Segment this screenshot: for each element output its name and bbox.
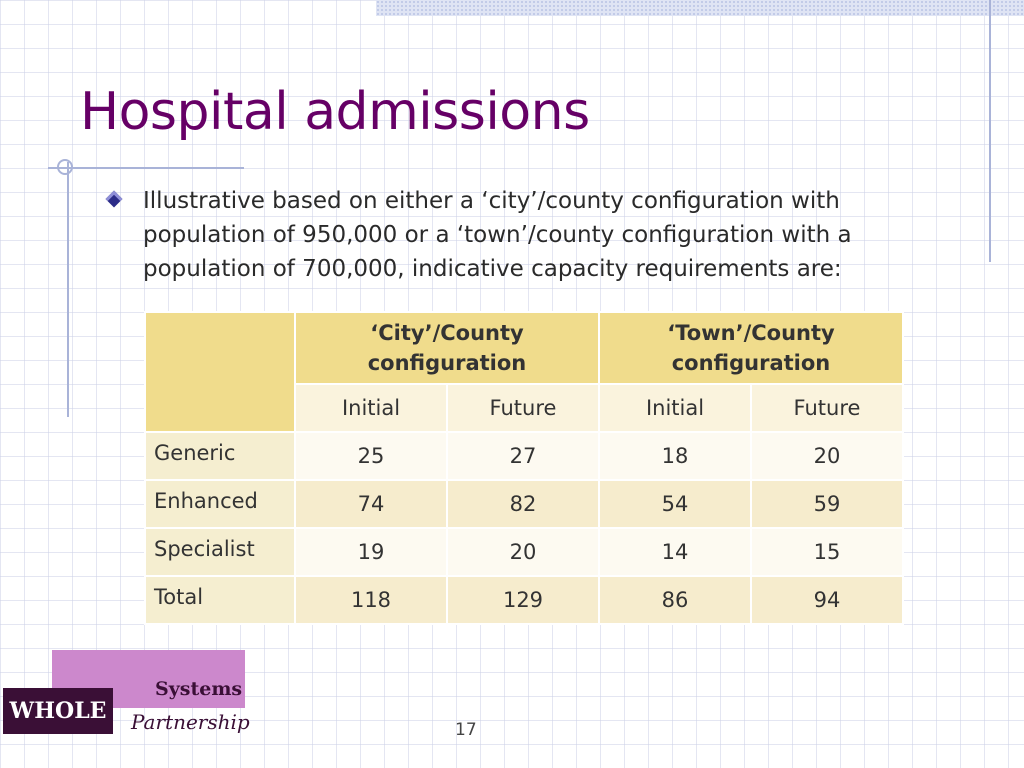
table-corner-cell [144,311,296,433]
sub-header-town-future: Future [750,383,904,433]
table-cell: 54 [598,479,752,529]
table-row: Total 118 129 86 94 [144,575,904,625]
table-cell: 27 [446,431,600,481]
table-cell: 15 [750,527,904,577]
sub-header-city-future: Future [446,383,600,433]
table-cell: 14 [598,527,752,577]
row-label-enhanced: Enhanced [144,479,296,529]
table-cell: 74 [294,479,448,529]
table-cell: 82 [446,479,600,529]
table-cell: 94 [750,575,904,625]
sub-header-town-initial: Initial [598,383,752,433]
diamond-bullet-icon [105,190,123,208]
top-decorative-band [376,0,1024,16]
capacity-table: ‘City’/County configuration ‘Town’/Count… [144,311,904,625]
bullet-text: Illustrative based on either a ‘city’/co… [143,188,852,282]
row-label-specialist: Specialist [144,527,296,577]
table-cell: 118 [294,575,448,625]
table-group-header-row: ‘City’/County configuration ‘Town’/Count… [144,311,904,433]
table-row: Specialist 19 20 14 15 [144,527,904,577]
logo-partnership-text: Partnership [131,710,250,734]
table-cell: 25 [294,431,448,481]
table-cell: 20 [750,431,904,481]
table-row: Generic 25 27 18 20 [144,431,904,481]
row-label-generic: Generic [144,431,296,481]
decorative-title-underline [48,167,244,169]
whole-systems-partnership-logo: Systems WHOLE Partnership [0,650,250,750]
slide-title: Hospital admissions [80,82,590,142]
table-cell: 129 [446,575,600,625]
page-number: 17 [455,720,477,740]
table-sub-header-row: Initial Future Initial Future [145,383,904,433]
decorative-vertical-line-left [67,162,69,417]
table-cell: 86 [598,575,752,625]
table-cell: 59 [750,479,904,529]
table-cell: 20 [446,527,600,577]
logo-systems-text: Systems [155,678,243,700]
table-cell: 18 [598,431,752,481]
table-row: Enhanced 74 82 54 59 [144,479,904,529]
decorative-vertical-line-right [989,0,991,262]
group-header-town: ‘Town’/County configuration [598,311,904,385]
sub-header-city-initial: Initial [294,383,448,433]
group-header-city: ‘City’/County configuration [294,311,600,385]
row-label-total: Total [144,575,296,625]
logo-whole-text: WHOLE [3,688,113,734]
decorative-ring-icon [57,159,73,175]
table-cell: 19 [294,527,448,577]
